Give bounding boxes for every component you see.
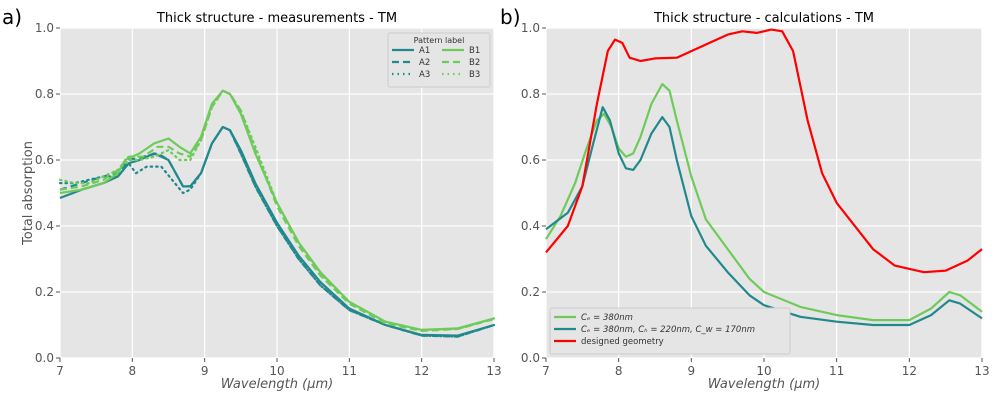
x-tick-label: 11 (342, 364, 357, 378)
panel-label-b: b) (500, 5, 521, 29)
y-tick-label: 0.4 (521, 219, 540, 233)
y-tick-label: 0.8 (521, 87, 540, 101)
legend-entry-label: B1 (469, 46, 480, 56)
y-tick-label: 0.2 (521, 285, 540, 299)
legend-b: Cₑ = 380nm Cₑ = 380nm, Cₕ = 220nm, C_w = … (549, 307, 791, 355)
chart-title-b: Thick structure - calculations - TM (653, 11, 874, 26)
ticks-b: 7 8 9 10 11 12 13 0.0 0.2 0.4 0.6 0.8 1.0 (521, 21, 990, 378)
y-tick-label: 0.8 (35, 87, 54, 101)
x-tick-label: 12 (902, 364, 917, 378)
legend-a: Pattern label A1 A2 A3 B1 B2 B3 (387, 32, 491, 88)
legend-entry-label: A1 (419, 46, 430, 56)
x-tick-label: 12 (414, 364, 429, 378)
x-tick-label: 7 (56, 364, 64, 378)
x-tick-label: 13 (974, 364, 989, 378)
series-line-designed-geometry (545, 28, 983, 274)
x-axis-label-a: Wavelength (μm) (221, 377, 333, 392)
legend-box-a (387, 32, 491, 88)
x-tick-label: 9 (688, 364, 696, 378)
series-line-a3 (58, 125, 496, 338)
legend-entry-label: designed geometry (581, 337, 664, 347)
x-tick-label: 7 (542, 364, 550, 378)
legend-title-a: Pattern label (414, 36, 465, 45)
x-tick-label: 10 (756, 364, 771, 378)
x-tick-label: 13 (486, 364, 501, 378)
legend-entry-label: B3 (469, 70, 480, 80)
y-tick-label: 0.0 (35, 351, 54, 365)
x-tick-label: 9 (201, 364, 209, 378)
legend-items-b: Cₑ = 380nm Cₑ = 380nm, Cₕ = 220nm, C_w = … (554, 313, 755, 347)
chart-title-a: Thick structure - measurements - TM (156, 11, 397, 26)
series-line-b3 (58, 89, 496, 331)
legend-entry-label: Cₑ = 380nm (581, 313, 633, 323)
legend-items-a: A1 A2 A3 B1 B2 B3 (392, 46, 480, 80)
x-tick-label: 10 (269, 364, 284, 378)
series-line-a2 (59, 125, 495, 338)
x-tick-label: 11 (829, 364, 844, 378)
y-axis-label-a: Total absorption (21, 141, 36, 246)
x-tick-label: 8 (615, 364, 623, 378)
y-tick-label: 0.6 (521, 153, 540, 167)
x-axis-label-b: Wavelength (μm) (708, 377, 820, 392)
y-tick-label: 0.0 (521, 351, 540, 365)
legend-box-b (549, 307, 791, 355)
series-group-b (545, 28, 983, 327)
series-group-a (58, 89, 496, 338)
y-tick-label: 0.2 (35, 285, 54, 299)
series-line-c-380nm-c-220nm-c-w-170nm (545, 106, 983, 327)
panel-b: 7 8 9 10 11 12 13 0.0 0.2 0.4 0.6 0.8 1.0 b) Thick s… (500, 5, 990, 392)
panel-a: 7 8 9 10 11 12 13 0.0 0.2 0.4 0.6 0.8 1.0 a) Thick s… (2, 5, 502, 392)
y-tick-label: 1.0 (521, 21, 540, 35)
ticks-a: 7 8 9 10 11 12 13 0.0 0.2 0.4 0.6 0.8 1.0 (35, 21, 502, 378)
legend-entry-label: A3 (419, 70, 430, 80)
x-tick-label: 8 (129, 364, 137, 378)
y-tick-label: 0.6 (35, 153, 54, 167)
legend-entry-label: B2 (469, 58, 480, 68)
panel-label-a: a) (2, 5, 22, 29)
y-tick-label: 1.0 (35, 21, 54, 35)
legend-entry-label: Cₑ = 380nm, Cₕ = 220nm, C_w = 170nm (581, 325, 755, 335)
y-tick-label: 0.4 (35, 219, 54, 233)
legend-entry-label: A2 (419, 58, 430, 68)
